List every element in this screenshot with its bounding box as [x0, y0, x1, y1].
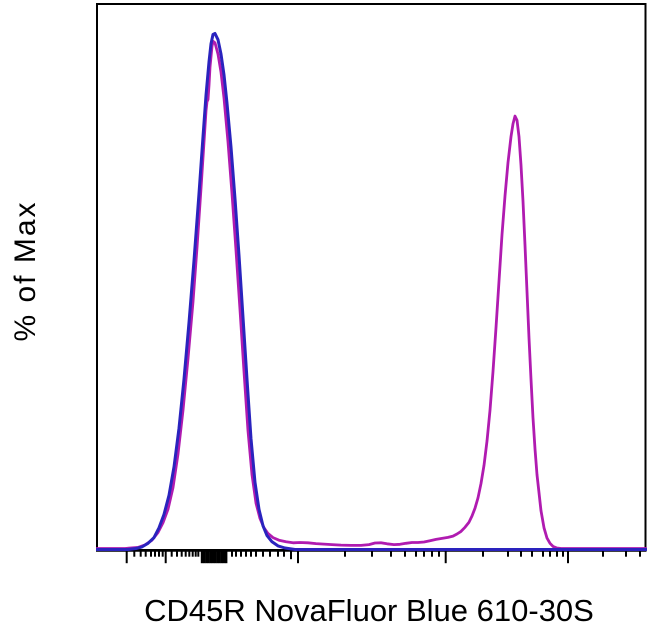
- x-axis-title: CD45R NovaFluor Blue 610-30S: [144, 593, 594, 628]
- x-axis-ticks: [125, 551, 641, 564]
- plot-border: [96, 3, 647, 551]
- y-axis-title: % of Max: [9, 200, 42, 342]
- magenta-stained-sample-curve: [96, 39, 647, 550]
- blue-control-sample-curve: [96, 32, 647, 551]
- histogram-curves: [96, 32, 647, 551]
